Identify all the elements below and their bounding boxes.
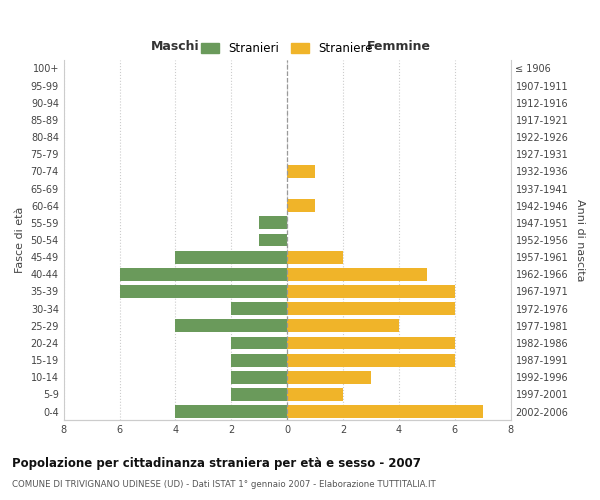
Text: Popolazione per cittadinanza straniera per età e sesso - 2007: Popolazione per cittadinanza straniera p… (12, 458, 421, 470)
Bar (119, 268, 287, 281)
Bar (287, 405, 482, 418)
Bar (232, 336, 287, 349)
Bar (287, 354, 455, 366)
Bar (287, 285, 455, 298)
Bar (232, 354, 287, 366)
Bar (287, 165, 315, 178)
Bar (287, 336, 455, 349)
Legend: Stranieri, Straniere: Stranieri, Straniere (197, 37, 377, 60)
Y-axis label: Fasce di età: Fasce di età (15, 207, 25, 273)
Y-axis label: Anni di nascita: Anni di nascita (575, 199, 585, 281)
Bar (232, 388, 287, 401)
Bar (232, 302, 287, 315)
Bar (287, 320, 399, 332)
Text: Femmine: Femmine (367, 40, 431, 53)
Bar (175, 405, 287, 418)
Text: Maschi: Maschi (151, 40, 200, 53)
Bar (287, 250, 343, 264)
Bar (287, 371, 371, 384)
Bar (287, 200, 315, 212)
Bar (175, 320, 287, 332)
Bar (259, 234, 287, 246)
Bar (119, 285, 287, 298)
Bar (287, 388, 343, 401)
Bar (232, 371, 287, 384)
Text: COMUNE DI TRIVIGNANO UDINESE (UD) - Dati ISTAT 1° gennaio 2007 - Elaborazione TU: COMUNE DI TRIVIGNANO UDINESE (UD) - Dati… (12, 480, 436, 489)
Bar (175, 250, 287, 264)
Bar (287, 302, 455, 315)
Bar (287, 268, 427, 281)
Bar (259, 216, 287, 230)
